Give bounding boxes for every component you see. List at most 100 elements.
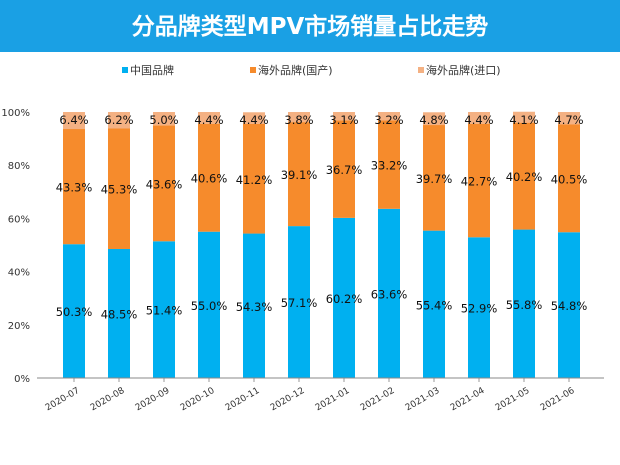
- bar-segment: [153, 241, 175, 378]
- x-tick-label: 2020-07: [44, 386, 82, 413]
- data-label: 4.1%: [509, 113, 538, 127]
- data-label: 42.7%: [461, 174, 498, 188]
- data-label: 54.3%: [236, 300, 273, 314]
- data-label: 48.5%: [101, 307, 138, 321]
- bar-segment: [63, 129, 85, 245]
- data-label: 55.0%: [191, 299, 228, 313]
- legend-label: 海外品牌(进口): [426, 64, 501, 77]
- data-label: 4.4%: [464, 113, 493, 127]
- data-label: 40.6%: [191, 172, 228, 186]
- bar-segment: [378, 112, 400, 121]
- bar-segment: [513, 229, 535, 378]
- data-label: 57.1%: [281, 296, 318, 310]
- bar-segment: [108, 112, 130, 129]
- y-tick-label: 80%: [8, 161, 30, 172]
- x-tick-label: 2021-02: [359, 386, 397, 413]
- bar-segment: [423, 112, 445, 126]
- data-label: 50.3%: [56, 305, 93, 319]
- data-label: 54.8%: [551, 299, 588, 313]
- data-label: 4.4%: [239, 113, 268, 127]
- legend-label: 中国品牌: [130, 64, 174, 77]
- data-label: 52.9%: [461, 302, 498, 316]
- legend-item-foreign-import: 海外品牌(进口): [418, 62, 501, 78]
- x-tick-label: 2020-08: [89, 386, 127, 414]
- bar-segment: [513, 122, 535, 230]
- legend-swatch: [418, 67, 424, 73]
- bar-segment: [288, 226, 310, 378]
- bar-segment: [153, 125, 175, 242]
- bar-segment: [153, 112, 175, 126]
- data-label: 43.6%: [146, 177, 183, 191]
- data-label: 3.2%: [374, 113, 403, 127]
- x-tick-label: 2021-01: [314, 386, 352, 413]
- x-tick-label: 2021-03: [404, 386, 442, 413]
- bar-segment: [423, 125, 445, 231]
- data-label: 4.4%: [194, 113, 223, 127]
- bar-segment: [468, 237, 490, 378]
- bar-segment: [198, 231, 220, 378]
- bar-segment: [198, 123, 220, 232]
- data-label: 40.2%: [506, 170, 543, 184]
- bar-segment: [108, 128, 130, 249]
- bar-segment: [378, 120, 400, 209]
- data-label: 41.2%: [236, 173, 273, 187]
- bar-segment: [333, 120, 355, 218]
- legend-swatch: [250, 67, 256, 73]
- data-label: 63.6%: [371, 287, 408, 301]
- data-label: 43.3%: [56, 181, 93, 195]
- y-tick-label: 0%: [14, 374, 30, 385]
- legend-label: 海外品牌(国产): [258, 64, 333, 77]
- bar-segment: [468, 123, 490, 238]
- x-tick-label: 2021-04: [449, 386, 487, 414]
- data-label: 6.4%: [59, 113, 88, 127]
- data-label: 3.8%: [284, 113, 313, 127]
- x-tick-label: 2021-06: [539, 386, 577, 414]
- x-tick-label: 2020-11: [224, 386, 262, 413]
- y-tick-label: 40%: [8, 268, 30, 279]
- y-tick-label: 20%: [8, 321, 30, 332]
- data-label: 60.2%: [326, 292, 363, 306]
- bar-segment: [63, 244, 85, 378]
- data-label: 33.2%: [371, 159, 408, 173]
- chart-title: 分品牌类型MPV市场销量占比走势: [0, 0, 620, 52]
- data-label: 5.0%: [149, 113, 178, 127]
- bar-segment: [558, 112, 580, 125]
- data-label: 3.1%: [329, 113, 358, 127]
- data-label: 39.7%: [416, 172, 453, 186]
- data-label: 55.8%: [506, 298, 543, 312]
- y-tick-label: 100%: [1, 108, 30, 119]
- x-tick-label: 2020-10: [179, 386, 217, 414]
- x-tick-label: 2020-12: [269, 386, 307, 413]
- data-label: 40.5%: [551, 172, 588, 186]
- bar-segment: [243, 112, 265, 124]
- data-label: 39.1%: [281, 168, 318, 182]
- bar-segment: [558, 124, 580, 233]
- bar-segment: [333, 112, 355, 121]
- bar-segment: [423, 230, 445, 378]
- data-label: 36.7%: [326, 163, 363, 177]
- bar-segment: [198, 112, 220, 124]
- x-tick-label: 2021-05: [494, 386, 532, 413]
- bar-segment: [513, 111, 535, 123]
- data-label: 51.4%: [146, 304, 183, 318]
- data-label: 4.7%: [554, 113, 583, 127]
- bar-segment: [243, 233, 265, 378]
- bar-segment: [288, 112, 310, 123]
- data-label: 45.3%: [101, 183, 138, 197]
- bar-segment: [468, 112, 490, 124]
- bar-segment: [108, 248, 130, 378]
- bar-segment: [333, 217, 355, 378]
- legend-item-foreign-domestic: 海外品牌(国产): [250, 62, 333, 78]
- legend-item-china: 中国品牌: [122, 62, 174, 78]
- data-label: 55.4%: [416, 298, 453, 312]
- y-tick-label: 60%: [8, 214, 30, 225]
- bar-segment: [243, 123, 265, 234]
- legend-swatch: [122, 67, 128, 73]
- data-label: 4.8%: [419, 113, 448, 127]
- bar-segment: [558, 232, 580, 378]
- bar-segment: [378, 208, 400, 378]
- x-tick-label: 2020-09: [134, 386, 172, 414]
- data-label: 6.2%: [104, 113, 133, 127]
- bar-segment: [288, 122, 310, 227]
